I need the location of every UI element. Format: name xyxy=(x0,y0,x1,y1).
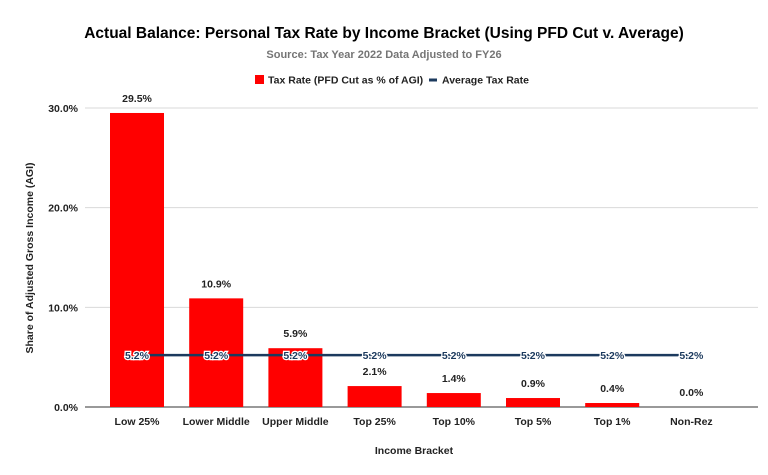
legend-label-line: Average Tax Rate xyxy=(442,75,529,87)
y-tick-label: 20.0% xyxy=(48,203,78,215)
chart-title: Actual Balance: Personal Tax Rate by Inc… xyxy=(84,25,684,42)
y-axis-label: Share of Adjusted Gross Income (AGI) xyxy=(24,163,36,354)
bar-value-label: 0.0% xyxy=(679,387,704,399)
bar xyxy=(506,398,560,407)
bar xyxy=(268,348,323,407)
y-tick-label: 10.0% xyxy=(48,302,78,314)
average-value-label: 5.2% xyxy=(600,350,625,362)
average-value-label: 5.2% xyxy=(679,350,704,362)
average-value-label: 5.2% xyxy=(521,350,546,362)
legend-swatch-line xyxy=(429,78,437,82)
bar xyxy=(189,298,244,407)
legend: Tax Rate (PFD Cut as % of AGI) Average T… xyxy=(255,75,529,87)
legend-label-bar: Tax Rate (PFD Cut as % of AGI) xyxy=(268,75,423,87)
y-tick-label: 30.0% xyxy=(48,103,78,115)
x-tick-label: Top 25% xyxy=(353,416,396,428)
average-value-label: 5.2% xyxy=(283,350,308,362)
bar-value-label: 5.9% xyxy=(283,328,308,340)
x-tick-label: Upper Middle xyxy=(262,416,329,428)
x-tick-label: Top 10% xyxy=(433,416,476,428)
x-tick-label: Top 5% xyxy=(515,416,552,428)
bar-value-label: 0.4% xyxy=(600,383,625,395)
bar-value-label: 0.9% xyxy=(521,378,546,390)
x-tick-label: Low 25% xyxy=(115,416,161,428)
x-tick-label: Non-Rez xyxy=(670,416,713,428)
bar-value-label: 1.4% xyxy=(442,373,467,385)
x-tick-label: Lower Middle xyxy=(183,416,250,428)
x-axis-label: Income Bracket xyxy=(375,445,454,457)
average-value-label: 5.2% xyxy=(204,350,229,362)
chart-subtitle: Source: Tax Year 2022 Data Adjusted to F… xyxy=(266,49,501,61)
average-value-label: 5.2% xyxy=(363,350,388,362)
bar xyxy=(585,403,640,407)
bar xyxy=(426,393,481,407)
bar-value-label: 2.1% xyxy=(363,366,388,378)
legend-swatch-bar xyxy=(255,75,264,84)
bar-value-label: 10.9% xyxy=(201,278,231,290)
average-value-label: 5.2% xyxy=(442,350,467,362)
bar xyxy=(347,386,402,407)
y-tick-label: 0.0% xyxy=(54,402,79,414)
average-value-label: 5.2% xyxy=(125,350,150,362)
bar-value-label: 29.5% xyxy=(122,93,152,105)
bar xyxy=(110,112,164,407)
x-tick-label: Top 1% xyxy=(594,416,631,428)
